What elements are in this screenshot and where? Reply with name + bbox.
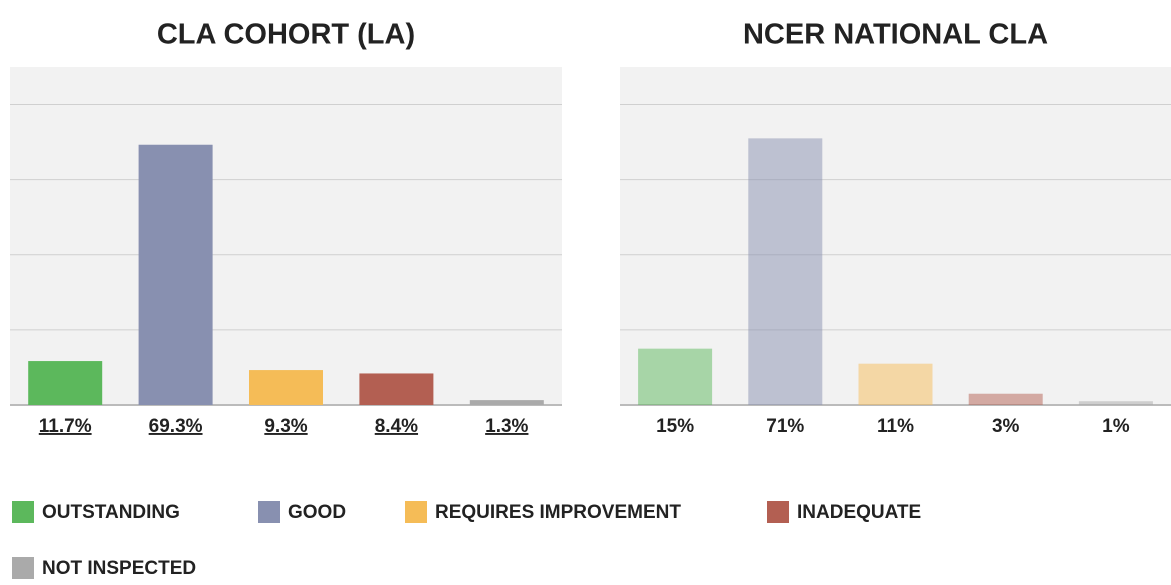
value-label: 69.3% [149, 416, 203, 437]
bar [1078, 401, 1153, 405]
bar [249, 370, 323, 405]
bar [469, 400, 544, 405]
value-label: 1.3% [485, 416, 528, 437]
bar [858, 363, 933, 405]
bar [28, 361, 103, 405]
chart-title: CLA COHORT (LA) [157, 19, 415, 51]
value-label: 1% [1102, 416, 1130, 437]
plot-background [10, 67, 562, 405]
bar [138, 144, 213, 406]
legend-label: INADEQUATE [797, 502, 921, 523]
legend-swatch [405, 501, 427, 523]
value-label: 15% [656, 416, 694, 437]
legend-label: NOT INSPECTED [42, 558, 196, 579]
bar [748, 138, 823, 405]
chart-title: NCER NATIONAL CLA [743, 19, 1048, 51]
value-label: 9.3% [264, 416, 307, 437]
bar [359, 373, 434, 405]
bar [638, 348, 713, 405]
bar [968, 393, 1043, 405]
legend-label: REQUIRES IMPROVEMENT [435, 502, 681, 523]
legend-swatch [12, 501, 34, 523]
legend-label: GOOD [288, 502, 346, 523]
value-label: 71% [766, 416, 804, 437]
value-label: 11.7% [39, 416, 92, 437]
value-label: 11% [877, 416, 914, 437]
legend-swatch [258, 501, 280, 523]
legend-label: OUTSTANDING [42, 502, 180, 523]
value-label: 8.4% [375, 416, 418, 437]
legend-swatch [767, 501, 789, 523]
value-label: 3% [992, 416, 1020, 437]
legend-swatch [12, 557, 34, 579]
